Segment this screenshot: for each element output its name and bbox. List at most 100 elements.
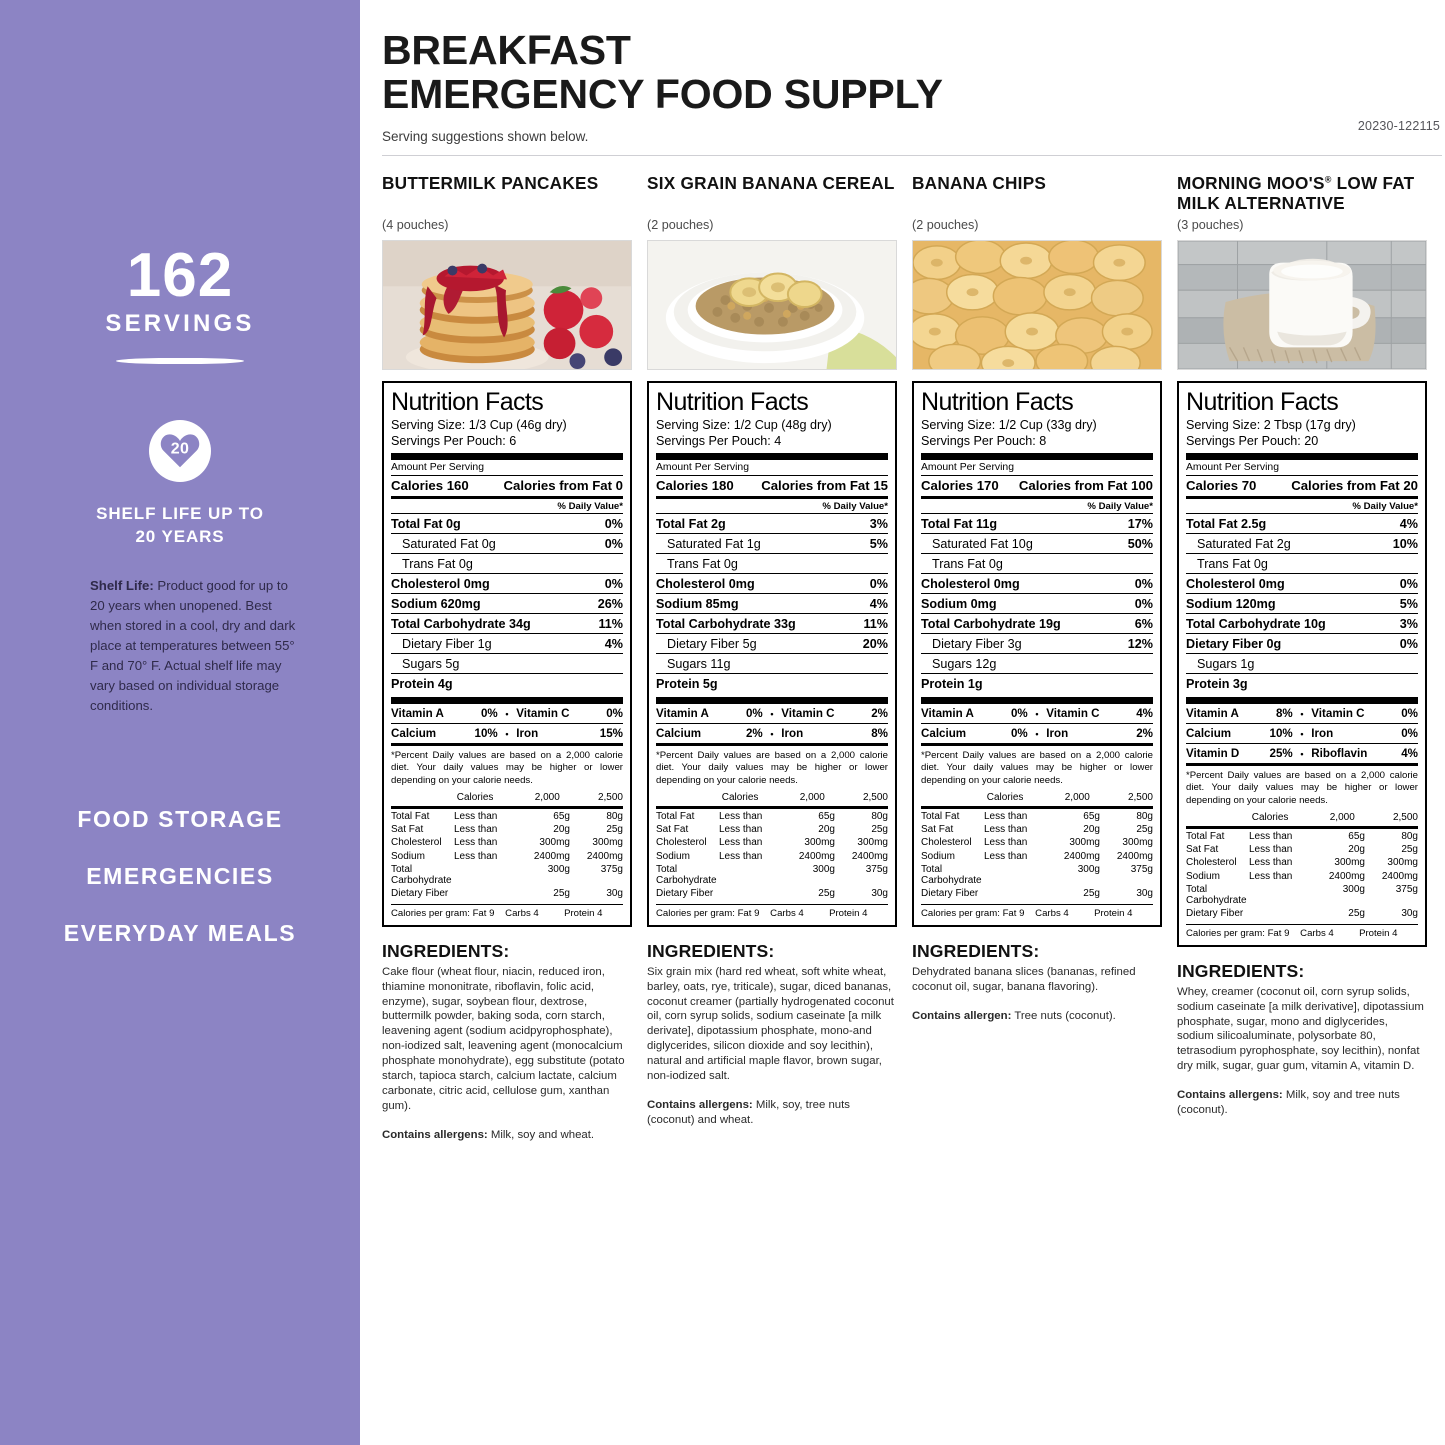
dv-reference-row: Total Carbohydrate 300g 375g (391, 863, 623, 887)
nutrient-divider (1186, 673, 1418, 674)
nutrient-label: Saturated Fat 2g (1197, 536, 1291, 551)
nutrient-label: Trans Fat 0g (1197, 556, 1268, 571)
dv-reference-row: Cholesterol Less than 300mg 300mg (1186, 856, 1418, 869)
allergen-statement: Contains allergens: Milk, soy and wheat. (382, 1128, 630, 1143)
product-column: MORNING MOO'S® LOW FAT MILK ALTERNATIVE … (1177, 173, 1441, 1143)
dv-ref-name: Sat Fat (656, 823, 689, 835)
dv-ref-qualifier (719, 864, 779, 886)
nutrient-label: Protein 3g (1186, 676, 1248, 691)
shelf-life-description-label: Shelf Life: (90, 577, 154, 593)
calories-from-fat: Calories from Fat 0 (503, 478, 623, 493)
vitamin-row: Vitamin A 0% • Vitamin C 4% (921, 704, 1153, 723)
vitamin-bullet-icon: • (1035, 708, 1039, 719)
vitamin-value: 8% (871, 727, 888, 740)
sidebar: 162 SERVINGS 20 SHELF LIFE UP TO 20 YEAR… (0, 0, 360, 1445)
banana-chips-photo (912, 239, 1162, 370)
vitamin-right: Riboflavin 4% (1311, 747, 1418, 760)
vitamin-left: Vitamin A 8% (1186, 707, 1293, 720)
divider-medium (656, 496, 888, 499)
dv-ref-name: Total Carbohydrate (1186, 884, 1247, 907)
nutrient-dv: 0% (604, 516, 623, 531)
nutrient-dv: 0% (869, 576, 888, 591)
nutrient-divider (921, 573, 1153, 574)
dv-ref-2500-label: 2,500 (1392, 812, 1418, 824)
ingredients-heading: INGREDIENTS: (912, 940, 1040, 961)
nutrient-label: Sodium 85mg (656, 596, 739, 611)
product-columns: BUTTERMILK PANCAKES (4 pouches) (382, 173, 1445, 1143)
vitamin-row: Calcium 10% • Iron 0% (1186, 724, 1418, 743)
dv-ref-qualifier: Less than (718, 823, 763, 835)
nutrient-row: Sodium 0mg 0% (921, 594, 1153, 613)
nutrient-row: Total Fat 0g 0% (391, 514, 623, 533)
milk-pitcher-photo (1177, 239, 1427, 370)
calories-value: Calories 70 (1186, 478, 1257, 493)
vitamin-value: 0% (1401, 707, 1418, 720)
nutrient-divider (921, 513, 1153, 514)
calories-per-gram-fat: Calories per gram: Fat 9 (1186, 927, 1290, 939)
page-title-line2: EMERGENCY FOOD SUPPLY (382, 71, 943, 118)
nutrient-dv: 5% (1399, 596, 1418, 611)
vitamin-right: Iron 15% (516, 727, 623, 740)
daily-value-header: % Daily Value* (1352, 501, 1418, 512)
divider-medium (1186, 763, 1418, 766)
dv-ref-2000: 2400mg (1328, 870, 1365, 882)
nutrient-label: Cholesterol 0mg (921, 576, 1020, 591)
dv-reference-row: Total Carbohydrate 300g 375g (656, 863, 888, 887)
nutrient-row: Dietary Fiber 3g 12% (921, 634, 1153, 653)
calories-value: Calories 160 (391, 478, 469, 493)
dv-reference-row: Sat Fat Less than 20g 25g (656, 823, 888, 836)
dv-reference-row: Total Carbohydrate 300g 375g (1186, 883, 1418, 907)
product-name: BANANA CHIPS (912, 172, 1047, 193)
vitamin-left: Vitamin D 25% (1186, 747, 1293, 760)
nutrient-row: Sodium 120mg 5% (1186, 594, 1418, 613)
calories-per-gram-protein: Protein 4 (1359, 927, 1398, 939)
calories-per-gram-row: Calories per gram: Fat 9 Carbs 4 Protein… (921, 905, 1153, 919)
nutrient-label: Sugars 1g (1197, 656, 1255, 671)
header-divider (382, 154, 1442, 156)
nutrient-row: Saturated Fat 0g 0% (391, 534, 623, 553)
nutrient-divider (921, 593, 1153, 594)
dv-ref-2000: 300g (1077, 864, 1100, 876)
nutrient-dv: 0% (604, 576, 623, 591)
shelf-life-description: Shelf Life: Product good for up to 20 ye… (90, 576, 300, 716)
nutrient-label: Total Carbohydrate 33g (656, 616, 796, 631)
thick-divider (1186, 453, 1418, 460)
calories-per-gram-protein: Protein 4 (1094, 907, 1133, 919)
dv-ref-name: Cholesterol (656, 837, 707, 849)
product-column: BUTTERMILK PANCAKES (4 pouches) (382, 173, 646, 1143)
calories-from-fat: Calories from Fat 100 (1018, 478, 1153, 493)
nutrient-label: Protein 1g (921, 676, 983, 691)
nutrient-dv: 10% (1392, 536, 1418, 551)
nutrient-divider (656, 633, 888, 634)
dv-ref-2000-label: 2,000 (1064, 792, 1090, 804)
nutrient-row: Saturated Fat 2g 10% (1186, 534, 1418, 553)
dv-reference-row: Dietary Fiber 25g 30g (921, 887, 1153, 900)
allergen-label: Contains allergens: (647, 1099, 753, 1112)
nutrient-divider (656, 553, 888, 554)
nutrient-label: Sodium 0mg (921, 596, 997, 611)
nutrient-dv: 0% (1399, 636, 1418, 651)
divider-medium (921, 806, 1153, 810)
vitamin-value: 0% (1401, 727, 1418, 740)
ingredients-text: Six grain mix (hard red wheat, soft whit… (647, 965, 894, 1083)
divider (921, 903, 1153, 905)
divider (656, 475, 888, 476)
nutrient-divider (391, 673, 623, 674)
dv-ref-qualifier: Less than (1248, 830, 1293, 842)
nutrient-divider (391, 613, 623, 614)
calories-per-gram-fat: Calories per gram: Fat 9 (391, 907, 495, 919)
dv-ref-2500: 30g (1136, 888, 1153, 900)
ingredients-text: Dehydrated banana slices (bananas, refin… (912, 965, 1136, 993)
nutrient-divider (1186, 513, 1418, 514)
dv-reference-row: Total Fat Less than 65g 80g (1186, 829, 1418, 842)
dv-reference-header: Calories 2,000 2,500 (391, 789, 623, 806)
amount-per-serving-label: Amount Per Serving (921, 462, 1014, 473)
nutrient-label: Sodium 120mg (1186, 596, 1276, 611)
dv-ref-2500: 300mg (1122, 837, 1153, 849)
dv-ref-2500: 300mg (592, 837, 623, 849)
vitamin-value: 25% (1269, 747, 1293, 760)
ingredients-text: Cake flour (wheat flour, niacin, reduced… (382, 965, 625, 1113)
shelf-life-title: SHELF LIFE UP TO 20 YEARS (0, 503, 360, 549)
nutrient-row: Total Carbohydrate 19g 6% (921, 614, 1153, 633)
dv-reference-row: Cholesterol Less than 300mg 300mg (921, 836, 1153, 849)
